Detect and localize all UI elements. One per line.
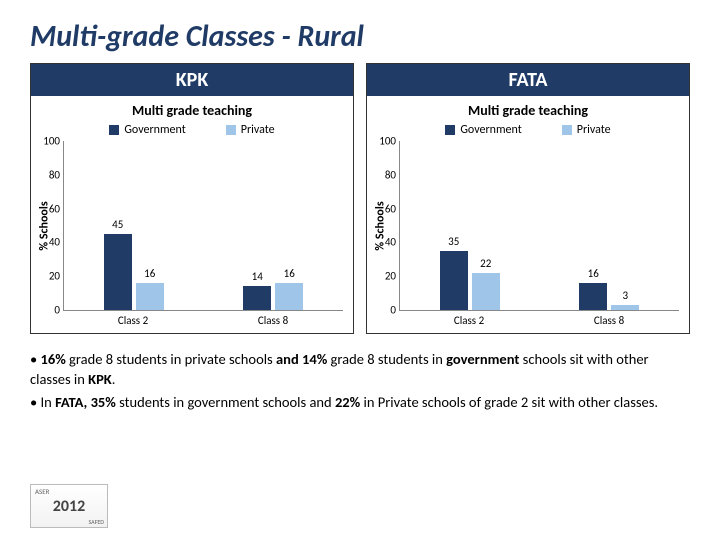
legend-item-private: Private — [226, 123, 275, 137]
legend-swatch-government — [445, 125, 455, 135]
ytick-label: 20 — [36, 270, 60, 283]
bullet-text-fragment: students in government schools and — [116, 393, 335, 411]
legend-label-government: Government — [124, 123, 185, 137]
bar-group: 16 3 — [540, 141, 680, 310]
legend-label-private: Private — [241, 123, 275, 137]
chart-kpk-xcat-0: Class 2 — [63, 311, 203, 333]
bar-value-label: 3 — [611, 289, 639, 302]
charts-row: KPK Multi grade teaching Government Priv… — [30, 63, 690, 334]
chart-fata-plot-wrap: % Schools 0204060801003522163 — [367, 141, 689, 311]
chart-fata-legend: Government Private — [367, 123, 689, 141]
bullet-text-fragment: in Private schools of grade 2 sit with o… — [360, 393, 658, 411]
bar: 16 — [136, 283, 164, 310]
chart-fata-xcat-0: Class 2 — [399, 311, 539, 333]
bar: 22 — [472, 273, 500, 310]
ytick-label: 20 — [372, 270, 396, 283]
bullet-text: • 16% grade 8 students in private school… — [30, 350, 690, 413]
bullet-2: • In FATA, 35% students in government sc… — [30, 393, 690, 413]
bar-value-label: 16 — [275, 267, 303, 280]
bar-group: 4516 — [64, 141, 204, 310]
chart-kpk-legend: Government Private — [31, 123, 353, 141]
bullet-text-fragment: . — [112, 370, 116, 388]
bar-group: 3522 — [400, 141, 540, 310]
bullet-bold: FATA, 35% — [55, 393, 116, 411]
bar: 14 — [243, 286, 271, 310]
bar: 45 — [104, 234, 132, 310]
chart-kpk-plot-wrap: % Schools 02040608010045161416 — [31, 141, 353, 311]
logo-year: 2012 — [53, 497, 85, 516]
ytick-label: 100 — [36, 135, 60, 148]
bullet-bold: 16% — [41, 350, 66, 368]
chart-fata-header: FATA — [367, 64, 689, 96]
bullet-text-fragment: • — [30, 350, 41, 368]
bar-value-label: 45 — [104, 218, 132, 231]
ytick-label: 80 — [36, 168, 60, 181]
logo-safed-text: SAFED — [88, 518, 104, 526]
bar-value-label: 16 — [136, 267, 164, 280]
bar: 16 — [275, 283, 303, 310]
chart-fata-plot: 0204060801003522163 — [399, 141, 679, 311]
bullet-text-fragment: grade 8 students in private schools — [66, 350, 276, 368]
ytick-label: 0 — [36, 304, 60, 317]
bullet-bold: government — [446, 350, 519, 368]
bar: 35 — [440, 251, 468, 310]
bar-value-label: 16 — [579, 267, 607, 280]
bullet-text-fragment: grade 8 students in — [327, 350, 446, 368]
legend-swatch-government — [109, 125, 119, 135]
legend-item-private: Private — [562, 123, 611, 137]
bar: 3 — [611, 305, 639, 310]
logo-aser-text: ASER — [35, 487, 50, 496]
bar-value-label: 35 — [440, 235, 468, 248]
chart-kpk-plot: 02040608010045161416 — [63, 141, 343, 311]
slide-title: Multi-grade Classes - Rural — [30, 18, 690, 55]
legend-label-government: Government — [460, 123, 521, 137]
bar: 16 — [579, 283, 607, 310]
chart-kpk-ylabel-wrap: % Schools — [31, 141, 59, 311]
legend-swatch-private — [226, 125, 236, 135]
chart-kpk-header: KPK — [31, 64, 353, 96]
chart-fata-xaxis: Class 2 Class 8 — [399, 311, 679, 333]
ytick-label: 60 — [372, 202, 396, 215]
chart-kpk: KPK Multi grade teaching Government Priv… — [30, 63, 354, 334]
chart-kpk-subtitle: Multi grade teaching — [31, 96, 353, 123]
bar-value-label: 14 — [243, 270, 271, 283]
bullet-bold: and 14% — [276, 350, 327, 368]
ytick-label: 60 — [36, 202, 60, 215]
legend-item-government: Government — [109, 123, 185, 137]
ytick-label: 100 — [372, 135, 396, 148]
bar-group: 1416 — [204, 141, 344, 310]
bullet-text-fragment: • In — [30, 393, 55, 411]
chart-kpk-xaxis: Class 2 Class 8 — [63, 311, 343, 333]
chart-kpk-xcat-1: Class 8 — [203, 311, 343, 333]
chart-fata-ylabel-wrap: % Schools — [367, 141, 395, 311]
legend-label-private: Private — [577, 123, 611, 137]
legend-item-government: Government — [445, 123, 521, 137]
ytick-label: 0 — [372, 304, 396, 317]
chart-fata: FATA Multi grade teaching Government Pri… — [366, 63, 690, 334]
chart-fata-subtitle: Multi grade teaching — [367, 96, 689, 123]
ytick-label: 40 — [372, 236, 396, 249]
chart-fata-xcat-1: Class 8 — [539, 311, 679, 333]
legend-swatch-private — [562, 125, 572, 135]
bullet-bold: 22% — [335, 393, 360, 411]
bullet-bold: KPK — [88, 370, 112, 388]
bar-value-label: 22 — [472, 257, 500, 270]
bullet-1: • 16% grade 8 students in private school… — [30, 350, 690, 389]
aser-logo: ASER 2012 SAFED — [30, 484, 108, 528]
ytick-label: 80 — [372, 168, 396, 181]
ytick-label: 40 — [36, 236, 60, 249]
